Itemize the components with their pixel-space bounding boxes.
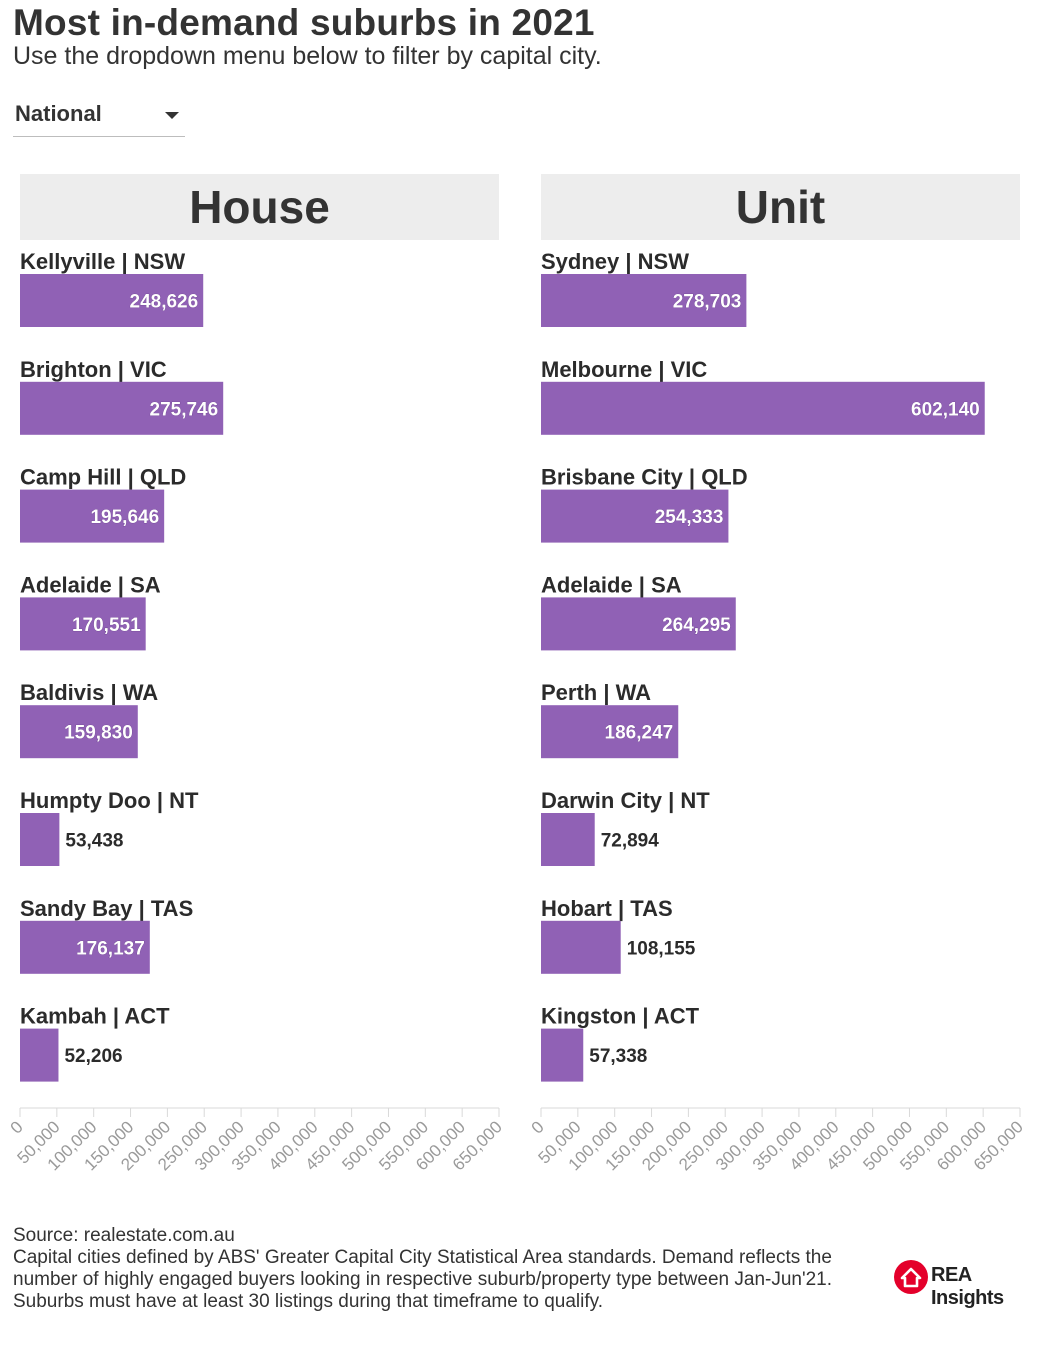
- category-label: Perth | WA: [541, 680, 651, 705]
- bar: [20, 274, 204, 327]
- footer-notes: Source: realestate.com.au Capital cities…: [13, 1225, 893, 1313]
- category-label: Kambah | ACT: [20, 1004, 170, 1029]
- bar: [541, 705, 679, 759]
- bar: [541, 920, 621, 974]
- value-label: 52,206: [64, 1046, 122, 1067]
- value-label: 254,333: [655, 507, 724, 528]
- unit-panel-title: Unit: [541, 174, 1020, 240]
- dropdown-selected-value: National: [15, 101, 102, 126]
- category-label: Sandy Bay | TAS: [20, 896, 193, 921]
- value-label: 72,894: [601, 831, 660, 852]
- bar: [20, 489, 165, 543]
- category-label: Kellyville | NSW: [20, 249, 185, 274]
- unit-chart-panel: Unit Sydney | NSW 278,703 Melbourne | VIC 6…: [528, 174, 1027, 1254]
- bar: [20, 381, 224, 435]
- house-bar-chart: Kellyville | NSW 248,626 Brighton | VIC 275…: [7, 249, 506, 1174]
- rea-insights-logo: REA Insights: [893, 1259, 1043, 1309]
- category-label: Humpty Doo | NT: [20, 788, 199, 813]
- category-label: Camp Hill | QLD: [20, 465, 186, 490]
- value-label: 275,746: [150, 399, 219, 420]
- bar: [20, 920, 150, 974]
- category-label: Hobart | TAS: [541, 896, 673, 921]
- category-label: Adelaide | SA: [20, 572, 161, 597]
- x-tick-label: 0: [7, 1117, 27, 1137]
- logo-text: REA Insights: [931, 1264, 1004, 1309]
- value-label: 248,626: [130, 292, 199, 313]
- category-label: Adelaide | SA: [541, 572, 682, 597]
- value-label: 57,338: [589, 1046, 647, 1067]
- rea-house-logo-icon: [894, 1260, 928, 1294]
- house-panel-title: House: [20, 174, 499, 240]
- x-tick-label: 0: [528, 1117, 548, 1137]
- chart-subtitle: Use the dropdown menu below to filter by…: [13, 42, 602, 70]
- category-label: Darwin City | NT: [541, 788, 710, 813]
- category-label: Brighton | VIC: [20, 357, 167, 382]
- bar: [20, 705, 138, 759]
- category-label: Brisbane City | QLD: [541, 465, 748, 490]
- bar: [20, 597, 146, 651]
- value-label: 176,137: [76, 938, 145, 959]
- bar: [541, 1028, 584, 1082]
- chevron-down-icon: [165, 112, 179, 119]
- bar: [541, 489, 729, 543]
- value-label: 170,551: [72, 615, 141, 636]
- category-label: Baldivis | WA: [20, 680, 158, 705]
- bar: [20, 813, 60, 866]
- value-label: 602,140: [911, 399, 980, 420]
- bar: [20, 1028, 59, 1082]
- value-label: 186,247: [605, 723, 674, 744]
- value-label: 53,438: [65, 831, 123, 852]
- source-note: Source: realestate.com.au: [13, 1225, 235, 1246]
- city-filter-dropdown[interactable]: National: [13, 95, 185, 137]
- value-label: 108,155: [627, 938, 696, 959]
- category-label: Melbourne | VIC: [541, 357, 707, 382]
- value-label: 264,295: [662, 615, 731, 636]
- value-label: 195,646: [90, 507, 159, 528]
- bar: [541, 597, 736, 651]
- bar: [541, 813, 595, 866]
- bar: [541, 274, 747, 327]
- unit-bar-chart: Sydney | NSW 278,703 Melbourne | VIC 602,14…: [528, 249, 1027, 1174]
- category-label: Sydney | NSW: [541, 249, 689, 274]
- value-label: 278,703: [673, 292, 742, 313]
- methodology-note: Capital cities defined by ABS' Greater C…: [13, 1247, 833, 1312]
- house-chart-panel: House Kellyville | NSW 248,626 Brighton | …: [7, 174, 506, 1254]
- value-label: 159,830: [64, 723, 133, 744]
- bar: [541, 381, 985, 435]
- category-label: Kingston | ACT: [541, 1004, 700, 1029]
- chart-title: Most in-demand suburbs in 2021: [13, 2, 595, 43]
